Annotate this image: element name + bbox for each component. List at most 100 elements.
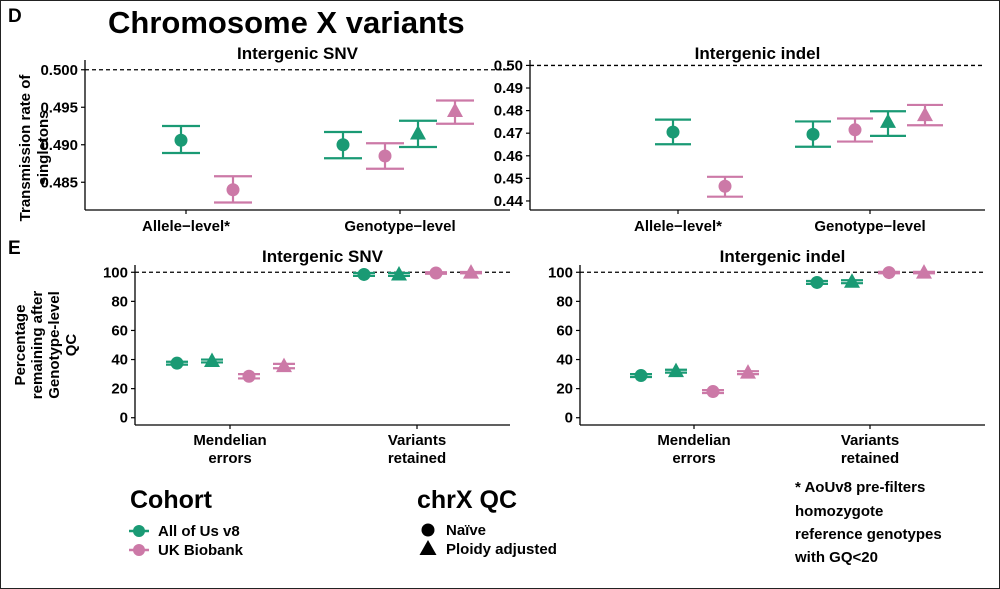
legend-qc: chrX QC Naïve Ploidy adjusted [417,486,557,558]
chart-panel-d-snv: Intergenic SNV 0.485 0.490 0.495 0.500 Allele… [40,44,510,235]
legend-qc-item-1: Ploidy adjusted [446,541,557,558]
x-tick-label: retained [388,450,446,467]
point-marker-triangle [410,125,426,140]
y-tick-label: 0.49 [494,80,523,97]
point-marker-circle [718,179,732,193]
point-marker-triangle [447,102,463,117]
panel-title: Intergenic SNV [237,44,359,63]
footnote-line1: * AoUv8 pre-filters [795,479,925,496]
point-marker-circle [357,267,371,281]
chart-panel-e-snv: Intergenic SNV 0 20 40 60 80 100 Mendelianerror… [103,247,510,467]
point-marker-circle [882,266,896,280]
data-point [837,117,873,143]
ylabel-e-line3: Genotype-level [46,291,63,399]
y-tick-label: 0.495 [40,99,78,116]
y-tick-label: 80 [111,293,128,310]
data-point [878,266,900,280]
footnote-line4: with GQ<20 [794,549,878,566]
point-marker-circle [378,149,392,163]
data-point [162,124,200,155]
point-marker-circle [848,123,862,137]
y-tick-label: 0.50 [494,57,523,74]
ylabel-e-line4: QC [63,334,80,357]
y-tick-label: 0.47 [494,125,523,142]
x-tick-label: Genotype−level [344,218,455,235]
data-point [353,267,375,281]
point-marker-triangle [276,357,292,373]
point-marker-triangle [668,362,684,378]
x-tick-label: Variants [841,432,899,449]
data-point [806,275,828,289]
legend-key-aou-dot [133,525,145,537]
footnote: * AoUv8 pre-filters homozygote reference… [794,479,942,566]
data-point [214,175,252,204]
point-marker-circle [706,385,720,399]
footnote-line2: homozygote [795,503,883,520]
legend-cohort-title: Cohort [130,486,213,514]
data-point [630,369,652,383]
point-marker-circle [806,127,820,141]
data-point [913,264,935,279]
data-point [388,265,410,281]
data-point [795,120,831,148]
data-point [655,118,691,146]
data-point [166,356,188,370]
point-marker-circle [336,138,350,152]
legend-key-ukb-dot [133,544,145,556]
chart-panels: Intergenic SNV0.4850.4900.4950.500Allele… [40,44,985,467]
y-tick-label: 0.45 [494,170,523,187]
point-marker-circle [242,369,256,383]
y-tick-label: 20 [556,381,573,398]
data-point [460,264,482,279]
panel-title: Intergenic SNV [262,247,384,266]
data-point [238,369,260,383]
x-tick-label: Allele−level* [142,218,230,235]
y-tick-label: 60 [556,322,573,339]
point-marker-circle [226,183,240,197]
y-tick-label: 40 [111,352,128,369]
y-tick-label: 0.485 [40,174,78,191]
chart-panel-d-indel: Intergenic indel 0.44 0.45 0.46 0.47 0.48 0.49… [494,44,985,235]
data-point [841,273,863,288]
y-tick-label: 0.500 [40,62,78,79]
point-marker-triangle [740,364,756,379]
x-tick-label: Mendelian [193,432,266,449]
point-marker-circle [666,125,680,139]
ylabel-e-line2: remaining after [29,291,46,400]
point-marker-triangle [916,264,932,279]
point-marker-triangle [917,106,933,122]
legend-key-aou [129,525,149,537]
point-marker-triangle [204,352,220,367]
x-tick-label: Mendelian [657,432,730,449]
x-tick-label: Genotype−level [814,218,925,235]
point-marker-circle [634,369,648,383]
panel-title: Intergenic indel [695,44,821,63]
y-tick-label: 40 [556,352,573,369]
point-marker-triangle [844,273,860,288]
data-point [702,385,724,399]
y-tick-label: 100 [103,264,128,281]
y-tick-label: 0.490 [40,137,78,154]
x-tick-label: errors [208,450,251,467]
y-tick-label: 0.46 [494,148,523,165]
y-tick-label: 0 [120,410,128,427]
legend-cohort-item-0: All of Us v8 [158,523,240,540]
x-tick-label: retained [841,450,899,467]
y-tick-label: 0.44 [494,193,524,210]
data-point [707,175,743,198]
legend-cohort-item-1: UK Biobank [158,542,244,559]
legend-cohort: Cohort All of Us v8 UK Biobank [129,486,244,559]
y-tick-label: 60 [111,322,128,339]
ylabel-d-line1: Transmission rate of [17,74,34,222]
legend-qc-item-0: Naïve [446,522,486,539]
y-tick-label: 0 [565,410,573,427]
ylabel-e-line1: Percentage [12,305,29,386]
data-point [665,362,687,378]
main-title: Chromosome X variants [108,5,465,40]
x-tick-label: errors [672,450,715,467]
y-tick-label: 100 [548,264,573,281]
legend-qc-title: chrX QC [417,486,517,514]
data-point [425,266,447,280]
data-point [399,119,437,149]
